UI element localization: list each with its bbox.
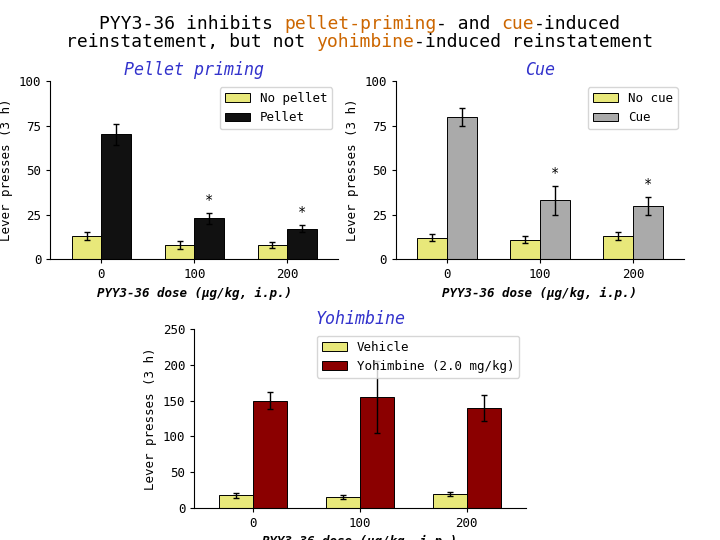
Title: Cue: Cue	[525, 62, 555, 79]
Y-axis label: Lever presses (3 h): Lever presses (3 h)	[346, 99, 359, 241]
Bar	[102, 134, 131, 259]
Text: reinstatement, but not: reinstatement, but not	[66, 33, 317, 51]
Title: Pellet priming: Pellet priming	[125, 62, 264, 79]
Legend: No pellet, Pellet: No pellet, Pellet	[220, 87, 332, 130]
Bar	[72, 236, 102, 259]
Text: - and: - and	[436, 15, 501, 33]
Bar	[287, 229, 317, 259]
Bar	[467, 408, 501, 508]
Text: -induced: -induced	[534, 15, 621, 33]
Bar	[194, 218, 224, 259]
Title: Yohimbine: Yohimbine	[315, 310, 405, 328]
Bar	[360, 397, 394, 508]
Text: pellet-priming: pellet-priming	[284, 15, 436, 33]
X-axis label: PYY3-36 dose (μg/kg, i.p.): PYY3-36 dose (μg/kg, i.p.)	[443, 287, 637, 300]
Bar	[253, 401, 287, 508]
Bar	[447, 117, 477, 259]
Bar	[165, 245, 194, 259]
Bar	[510, 240, 540, 259]
Bar	[326, 497, 360, 508]
Y-axis label: Lever presses (3 h): Lever presses (3 h)	[0, 99, 13, 241]
Legend: No cue, Cue: No cue, Cue	[588, 87, 678, 130]
Text: *: *	[644, 177, 652, 191]
Text: yohimbine: yohimbine	[317, 33, 415, 51]
Bar	[603, 236, 633, 259]
Legend: Vehicle, Yohimbine (2.0 mg/kg): Vehicle, Yohimbine (2.0 mg/kg)	[317, 336, 519, 378]
Bar	[633, 206, 662, 259]
Bar	[540, 200, 570, 259]
X-axis label: PYY3-36 dose (μg/kg, i.p.): PYY3-36 dose (μg/kg, i.p.)	[97, 287, 292, 300]
X-axis label: PYY3-36 dose (μg/kg, i.p.): PYY3-36 dose (μg/kg, i.p.)	[263, 535, 457, 540]
Text: cue: cue	[501, 15, 534, 33]
Y-axis label: Lever presses (3 h): Lever presses (3 h)	[144, 347, 157, 490]
Text: PYY3-36 inhibits: PYY3-36 inhibits	[99, 15, 284, 33]
Text: *: *	[205, 193, 213, 207]
Bar	[258, 245, 287, 259]
Bar	[433, 494, 467, 508]
Text: *: *	[298, 205, 306, 219]
Bar	[418, 238, 447, 259]
Text: -induced reinstatement: -induced reinstatement	[415, 33, 654, 51]
Text: *: *	[551, 166, 559, 180]
Bar	[219, 496, 253, 508]
